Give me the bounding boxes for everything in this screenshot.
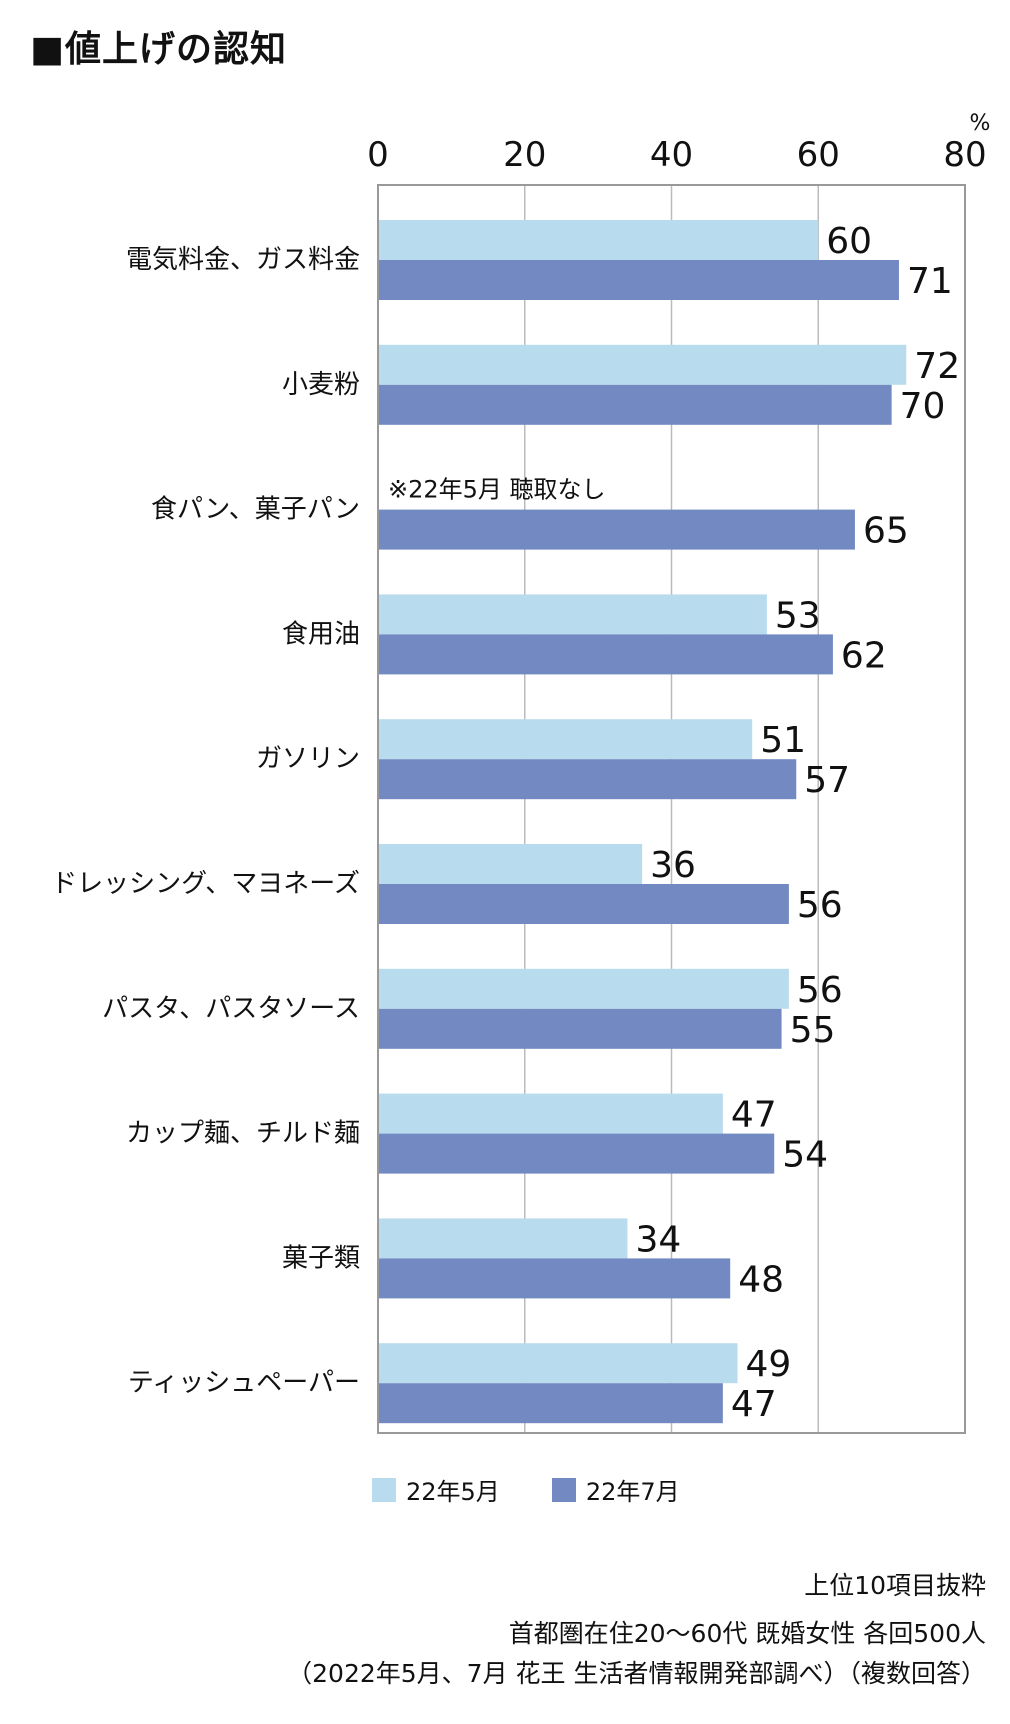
bar — [378, 1343, 738, 1384]
data-label: 57 — [804, 760, 850, 801]
category-label: 食用油 — [282, 619, 360, 649]
bar — [378, 384, 892, 425]
annotation-no-survey: ※22年5月 聴取なし — [388, 476, 606, 504]
data-label: 70 — [900, 386, 946, 427]
x-tick-label: 20 — [503, 135, 546, 175]
legend: 22年5月 22年7月 — [372, 1472, 680, 1507]
legend-label-july: 22年7月 — [585, 1478, 680, 1506]
legend-item-may: 22年5月 — [372, 1472, 500, 1507]
category-label: カップ麺、チルド麺 — [126, 1119, 360, 1149]
bar — [378, 968, 789, 1009]
x-tick-label: 40 — [650, 135, 693, 175]
data-label: 54 — [782, 1135, 828, 1176]
bar — [378, 719, 753, 760]
x-tick-label: 0 — [367, 135, 389, 175]
plot-frame — [377, 184, 966, 1434]
bar — [378, 509, 855, 550]
footnote-top10: 上位10項目抜粋 — [804, 1571, 986, 1600]
footnote-sample: 首都圏在住20～60代 既婚女性 各回500人 — [508, 1619, 986, 1648]
bar — [378, 1383, 723, 1424]
data-label: 49 — [746, 1344, 792, 1385]
bar — [378, 1218, 628, 1259]
bar — [378, 594, 767, 635]
legend-item-july: 22年7月 — [551, 1472, 680, 1507]
bar — [378, 344, 907, 385]
category-label: ガソリン — [256, 744, 360, 774]
bar — [378, 1008, 782, 1049]
unit-label: % — [970, 111, 991, 136]
category-label: ティッシュペーパー — [128, 1368, 360, 1398]
bar — [378, 759, 797, 800]
data-label: 34 — [635, 1219, 681, 1260]
legend-swatch-may — [372, 1477, 396, 1502]
data-label: 48 — [738, 1259, 784, 1300]
bar — [378, 884, 789, 924]
x-tick-label: 80 — [943, 135, 986, 175]
data-label: 47 — [731, 1095, 777, 1136]
category-label: 菓子類 — [282, 1243, 360, 1273]
data-label: 51 — [760, 720, 806, 761]
bar — [378, 634, 833, 675]
legend-label-may: 22年5月 — [406, 1478, 500, 1506]
category-label: 小麦粉 — [282, 370, 360, 400]
x-tick-label: 60 — [797, 135, 840, 175]
data-label: 55 — [790, 1010, 836, 1051]
data-label: 56 — [797, 885, 843, 926]
data-label: 72 — [914, 346, 960, 387]
data-label: 47 — [731, 1384, 777, 1425]
data-label: 53 — [775, 595, 821, 636]
chart-title: ■値上げの認知 — [30, 29, 288, 70]
bar — [378, 260, 899, 300]
data-label: 71 — [907, 261, 953, 302]
data-label: 36 — [650, 845, 696, 886]
bar — [378, 220, 819, 260]
data-label: 56 — [797, 970, 843, 1011]
bar — [378, 844, 643, 884]
footnote-source: （2022年5月、7月 花王 生活者情報開発部調べ）（複数回答） — [287, 1659, 986, 1688]
bar — [378, 1258, 731, 1299]
data-label: 62 — [841, 635, 887, 676]
bar — [378, 1093, 723, 1134]
legend-swatch-july — [551, 1477, 576, 1502]
category-label: 電気料金、ガス料金 — [126, 245, 360, 275]
category-label: 食パン、菓子パン — [151, 495, 360, 525]
category-label: パスタ、パスタソース — [102, 994, 360, 1024]
category-label: ドレッシング、マヨネーズ — [51, 869, 360, 899]
data-label: 60 — [826, 221, 872, 262]
data-label: 65 — [863, 511, 909, 552]
bar — [378, 1133, 775, 1174]
